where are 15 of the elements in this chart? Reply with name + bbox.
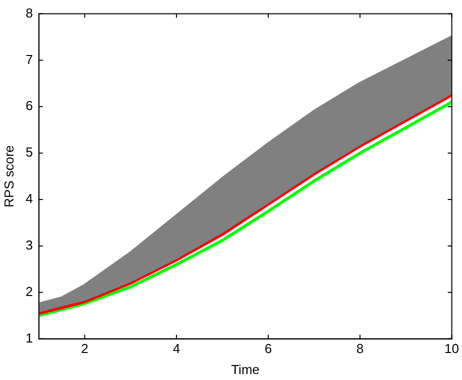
y-tick-label: 3 bbox=[26, 238, 33, 253]
y-tick-label: 7 bbox=[26, 52, 33, 67]
x-tick-label: 4 bbox=[172, 341, 180, 356]
x-tick-label: 8 bbox=[356, 341, 364, 356]
x-axis-title: Time bbox=[231, 362, 260, 377]
y-tick-label: 4 bbox=[26, 191, 33, 206]
y-tick-label: 5 bbox=[26, 144, 33, 160]
y-tick-label: 2 bbox=[26, 284, 33, 299]
y-tick-label: 8 bbox=[26, 5, 33, 20]
x-tick-label: 2 bbox=[81, 341, 88, 356]
x-tick-label: 10 bbox=[444, 341, 460, 356]
y-tick-label: 1 bbox=[26, 330, 33, 346]
y-tick-label: 6 bbox=[26, 98, 33, 114]
x-tick-label: 6 bbox=[264, 341, 272, 356]
y-axis-title: RPS score bbox=[1, 145, 16, 208]
